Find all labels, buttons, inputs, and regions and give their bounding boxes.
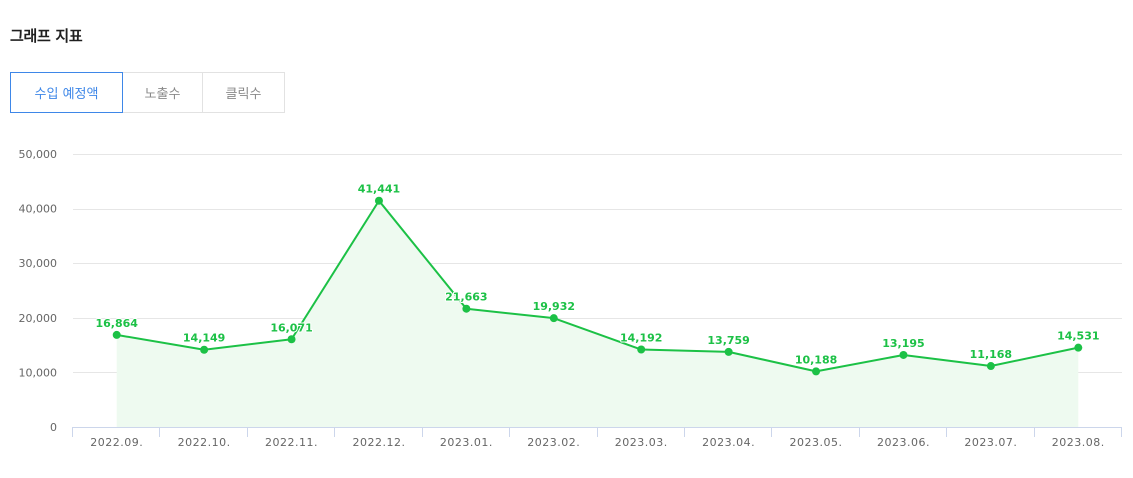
data-label: 14,531 [1057, 330, 1099, 343]
data-points [112, 196, 1083, 376]
y-tick-label: 0 [50, 421, 57, 434]
data-label: 13,195 [882, 337, 924, 350]
x-axis-labels: 2022.09. 2022.10. 2022.11. 2022.12. 2023.01.… [90, 436, 1105, 449]
data-label: 10,188 [795, 353, 837, 366]
data-label: 13,759 [707, 334, 749, 347]
y-tick-label: 20,000 [19, 312, 58, 325]
section-title: 그래프 지표 [10, 27, 83, 45]
x-axis [72, 427, 1122, 437]
y-tick-label: 40,000 [19, 203, 58, 216]
data-point[interactable] [112, 330, 121, 339]
x-tick-label: 2023.01. [440, 436, 493, 449]
data-label: 16,071 [270, 321, 312, 334]
x-tick-label: 2023.02. [527, 436, 580, 449]
series-line [115, 199, 1080, 373]
x-tick-label: 2023.06. [877, 436, 930, 449]
data-label: 14,149 [183, 332, 225, 345]
data-point[interactable] [899, 350, 908, 359]
metric-tabs: 수입 예정액 노출수 클릭수 [10, 72, 285, 113]
data-point[interactable] [986, 362, 995, 371]
x-tick-label: 2022.10. [178, 436, 231, 449]
data-point[interactable] [724, 347, 733, 356]
data-label: 19,932 [533, 300, 575, 313]
y-tick-label: 50,000 [19, 148, 58, 161]
data-label: 21,663 [445, 291, 487, 304]
x-tick-label: 2023.08. [1052, 436, 1105, 449]
data-point[interactable] [812, 367, 821, 376]
data-label: 11,168 [970, 348, 1012, 361]
data-point[interactable] [462, 304, 471, 313]
x-tick-label: 2022.09. [90, 436, 143, 449]
data-label: 41,441 [358, 183, 400, 196]
data-point[interactable] [374, 196, 383, 205]
x-tick-label: 2023.04. [702, 436, 755, 449]
tab-expected-revenue[interactable]: 수입 예정액 [10, 72, 123, 113]
data-point[interactable] [287, 335, 296, 344]
data-label: 14,192 [620, 332, 662, 345]
area-fill [116, 200, 1079, 427]
tab-impressions[interactable]: 노출수 [122, 72, 203, 113]
y-axis-labels: 0 10,000 20,000 30,000 40,000 50,000 [19, 148, 58, 434]
data-point[interactable] [200, 345, 209, 354]
y-tick-label: 10,000 [19, 366, 58, 379]
x-tick-label: 2023.05. [790, 436, 843, 449]
x-tick-label: 2022.11. [265, 436, 318, 449]
data-point[interactable] [637, 345, 646, 354]
tab-clicks[interactable]: 클릭수 [202, 72, 285, 113]
expected-revenue-area-chart: 16,864 14,149 16,071 41,441 21,663 19,932 14,1… [19, 148, 1122, 449]
data-point[interactable] [1074, 343, 1083, 352]
data-label: 16,864 [95, 317, 138, 330]
x-tick-label: 2023.07. [964, 436, 1017, 449]
x-tick-label: 2022.12. [352, 436, 405, 449]
y-tick-label: 30,000 [19, 257, 58, 270]
x-tick-label: 2023.03. [615, 436, 668, 449]
data-point[interactable] [549, 314, 558, 323]
data-labels: 16,864 14,149 16,071 41,441 21,663 19,932 14,1… [94, 182, 1100, 368]
